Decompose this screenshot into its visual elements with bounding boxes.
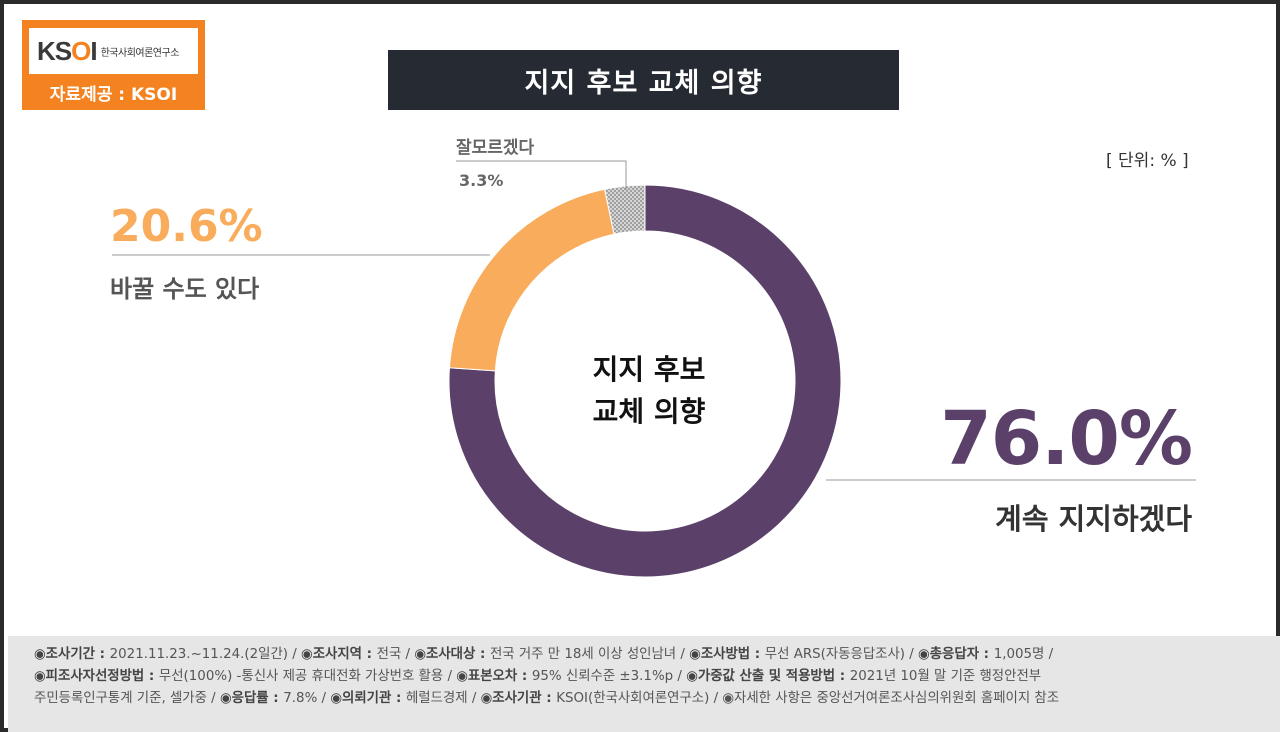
slice-label-keep: 계속 지지하겠다 bbox=[995, 502, 1192, 536]
logo-mark: KSOI bbox=[37, 35, 98, 66]
unit-label: [ 단위: % ] bbox=[1106, 151, 1189, 171]
footnote-row: ◉피조사자선정방법 : 무선(100%) -통신사 제공 휴대전화 가상번호 활… bbox=[34, 669, 1042, 684]
donut-slice-unsure bbox=[604, 184, 646, 235]
ksoi-logo: KSOI 한국사회여론연구소 자료제공 : KSOI bbox=[22, 20, 205, 110]
source-caption: 자료제공 : KSOI bbox=[49, 85, 178, 105]
donut-chart bbox=[112, 160, 1196, 578]
donut-slice-change bbox=[448, 188, 615, 372]
leader-line-unsure bbox=[456, 160, 627, 190]
slice-value-unsure: 3.3% bbox=[459, 171, 504, 190]
page-title: 지지 후보 교체 의향 bbox=[388, 50, 899, 110]
footnote-row: ◉조사기간 : 2021.11.23.~11.24.(2일간) / ◉조사지역 … bbox=[34, 647, 1054, 662]
slice-value-change: 20.6% bbox=[110, 201, 263, 252]
logo-inner: KSOI 한국사회여론연구소 bbox=[29, 28, 198, 74]
donut-slices bbox=[448, 184, 842, 578]
logo-subtitle: 한국사회여론연구소 bbox=[100, 47, 180, 59]
footnote-row: 주민등록인구통계 기준, 셀가중 / ◉응답률 : 7.8% / ◉의뢰기관 :… bbox=[34, 691, 1060, 706]
donut-center-label: 지지 후보 교체 의향 bbox=[592, 353, 706, 428]
slice-value-keep: 76.0% bbox=[940, 396, 1193, 482]
slice-label-unsure: 잘모르겠다 bbox=[456, 138, 535, 158]
survey-footnote: ◉조사기간 : 2021.11.23.~11.24.(2일간) / ◉조사지역 … bbox=[8, 636, 1280, 732]
slice-label-change: 바꿀 수도 있다 bbox=[110, 275, 260, 303]
donut-slice-keep bbox=[448, 184, 842, 578]
